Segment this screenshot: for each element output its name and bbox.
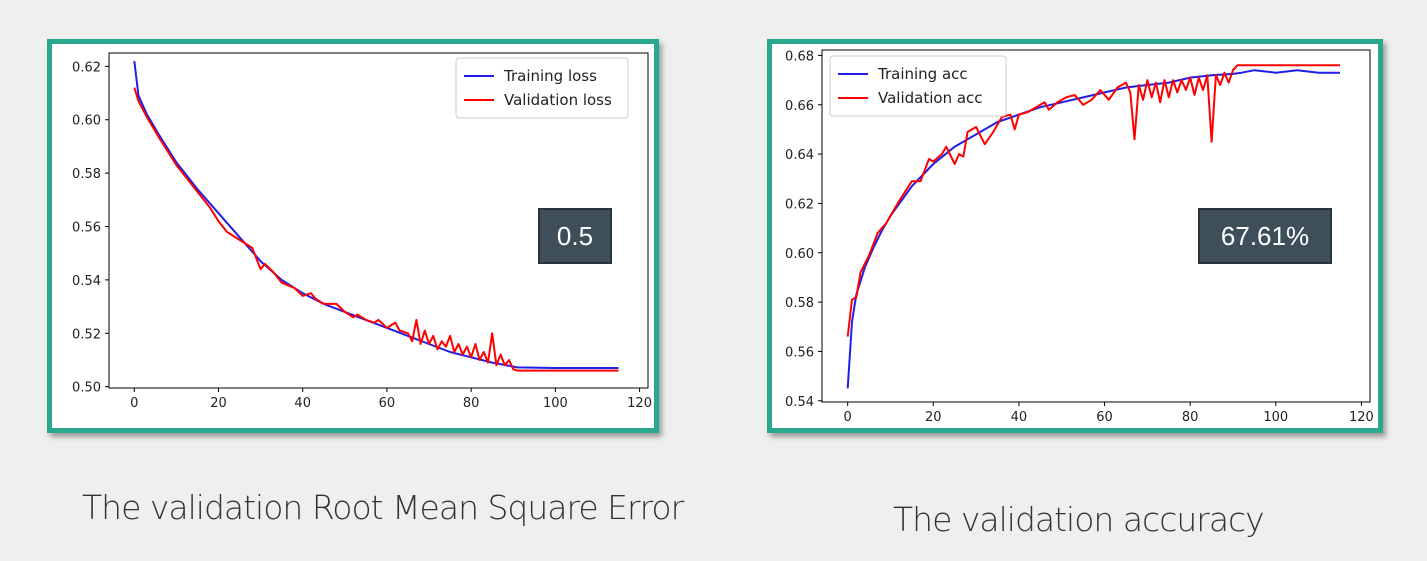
loss-chart-panel: 0 20 40 60 80 100 120 0.50 0.52 0.54 0.56 0.58 0.60 0… [47,39,659,433]
legend-label: Training acc [877,65,968,83]
x-tick-label: 100 [543,396,568,411]
accuracy-badge: 67.61% [1198,208,1332,264]
y-tick-label: 0.60 [785,247,814,262]
x-tick-label: 40 [294,396,311,411]
y-tick-label: 0.50 [72,381,101,396]
legend-label: Validation acc [878,89,983,107]
accuracy-caption: The validation accuracy [893,500,1265,539]
series-line-validation [133,87,619,372]
x-tick-label: 120 [1349,410,1374,425]
legend-label: Validation loss [504,91,612,109]
x-tick-label: 0 [844,410,852,425]
accuracy-chart-panel: 0 20 40 60 80 100 120 0.54 0.56 0.58 0.60 0.62 0.64 0… [767,39,1383,433]
x-tick-label: 40 [1011,410,1028,425]
y-tick-label: 0.54 [785,395,814,410]
loss-chart: 0 20 40 60 80 100 120 0.50 0.52 0.54 0.56 0.58 0.60 0… [72,52,652,411]
x-tick-label: 80 [463,396,480,411]
y-tick-label: 0.52 [72,327,101,342]
legend-label: Training loss [503,67,597,85]
x-tick-label: 20 [925,410,942,425]
legend-box [829,55,1007,117]
legend: Training loss Validation loss [455,57,629,119]
x-tick-label: 60 [1096,410,1113,425]
series-line-validation [846,64,1340,337]
plot-frame [108,52,649,389]
y-tick-label: 0.62 [785,197,814,212]
rmse-badge: 0.5 [538,208,612,264]
y-tick-label: 0.68 [785,49,814,64]
plot-frame [821,49,1371,403]
y-tick-label: 0.56 [72,221,101,236]
x-tick-label: 100 [1263,410,1288,425]
legend-box [455,57,629,119]
y-tick-label: 0.60 [72,114,101,129]
x-tick-label: 60 [379,396,396,411]
accuracy-chart: 0 20 40 60 80 100 120 0.54 0.56 0.58 0.60 0.62 0.64 0… [785,49,1374,425]
y-tick-label: 0.56 [785,345,814,360]
x-tick-label: 80 [1182,410,1199,425]
legend: Training acc Validation acc [829,55,1007,117]
series-line-training [846,69,1340,389]
rmse-caption: The validation Root Mean Square Error [82,488,684,527]
y-tick-label: 0.66 [785,99,814,114]
x-tick-label: 20 [210,396,227,411]
x-tick-label: 120 [627,396,652,411]
x-tick-label: 0 [130,396,138,411]
y-tick-label: 0.54 [72,274,101,289]
y-tick-label: 0.62 [72,60,101,75]
y-tick-label: 0.64 [785,148,814,163]
y-tick-label: 0.58 [785,296,814,311]
y-tick-label: 0.58 [72,167,101,182]
